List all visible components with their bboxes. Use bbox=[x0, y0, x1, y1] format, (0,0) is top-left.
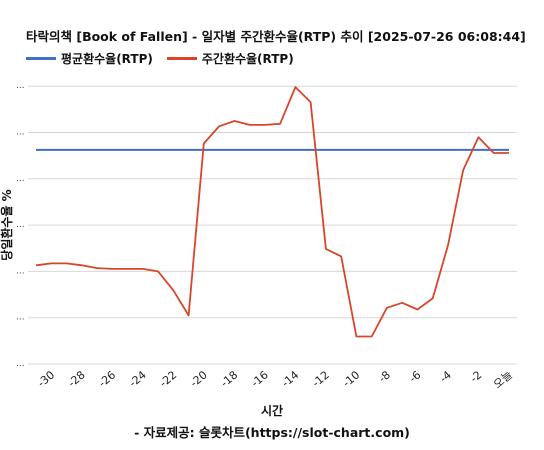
x-tick-label: -24 bbox=[127, 368, 149, 390]
x-axis-title: 시간 bbox=[261, 403, 283, 418]
legend-label-weekly: 주간환수율(RTP) bbox=[201, 52, 294, 66]
x-tick-label: -10 bbox=[340, 368, 362, 390]
legend-item-average[interactable]: 평균환수율(RTP) bbox=[26, 50, 153, 67]
x-tick-label: -22 bbox=[157, 368, 179, 390]
y-axis-title: 당일환수율 % bbox=[0, 189, 14, 260]
y-tick-label: ... bbox=[16, 81, 25, 91]
x-tick-label: -14 bbox=[279, 368, 301, 390]
x-tick-label: -26 bbox=[96, 368, 118, 390]
data-source-credit: - 자료제공: 슬롯차트(https://slot-chart.com) bbox=[134, 425, 410, 440]
chart-legend: 평균환수율(RTP) 주간환수율(RTP) bbox=[26, 50, 308, 67]
x-tick-label: -8 bbox=[376, 368, 393, 385]
legend-label-average: 평균환수율(RTP) bbox=[61, 52, 153, 66]
y-tick-label: ... bbox=[16, 359, 25, 369]
y-tick-label: ... bbox=[16, 266, 25, 276]
series-layer bbox=[35, 86, 509, 338]
series-line-weekly-rtp bbox=[35, 86, 509, 338]
x-tick-label: -20 bbox=[188, 368, 210, 390]
legend-swatch-average bbox=[26, 57, 56, 60]
x-tick-label: -6 bbox=[407, 368, 424, 385]
x-tick-label: 오늘 bbox=[491, 368, 515, 391]
x-tick-label: -16 bbox=[249, 368, 271, 390]
x-tick-label: -30 bbox=[35, 368, 57, 390]
legend-swatch-weekly bbox=[166, 57, 197, 60]
y-tick-label: ... bbox=[16, 128, 25, 138]
y-tick-label: ... bbox=[16, 220, 25, 230]
x-tick-label: -4 bbox=[437, 368, 454, 385]
x-tick-label: -2 bbox=[468, 368, 485, 385]
x-tick-label: -28 bbox=[66, 368, 88, 390]
y-axis-ticks: ..................... bbox=[16, 81, 25, 369]
y-tick-label: ... bbox=[16, 174, 25, 184]
legend-item-weekly[interactable]: 주간환수율(RTP) bbox=[166, 50, 294, 67]
x-axis-ticks: -30 -28 -26 -24 -22 -20 -18 -16 -14 -12 -10 -8 -6 -4-… bbox=[35, 368, 515, 391]
chart-title: 타락의책 [Book of Fallen] - 일자별 주간환수율(RTP) 추… bbox=[26, 29, 526, 44]
x-tick-label: -18 bbox=[218, 368, 240, 390]
x-tick-label: -12 bbox=[310, 368, 332, 390]
chart-grid bbox=[28, 85, 517, 365]
y-tick-label: ... bbox=[16, 313, 25, 323]
